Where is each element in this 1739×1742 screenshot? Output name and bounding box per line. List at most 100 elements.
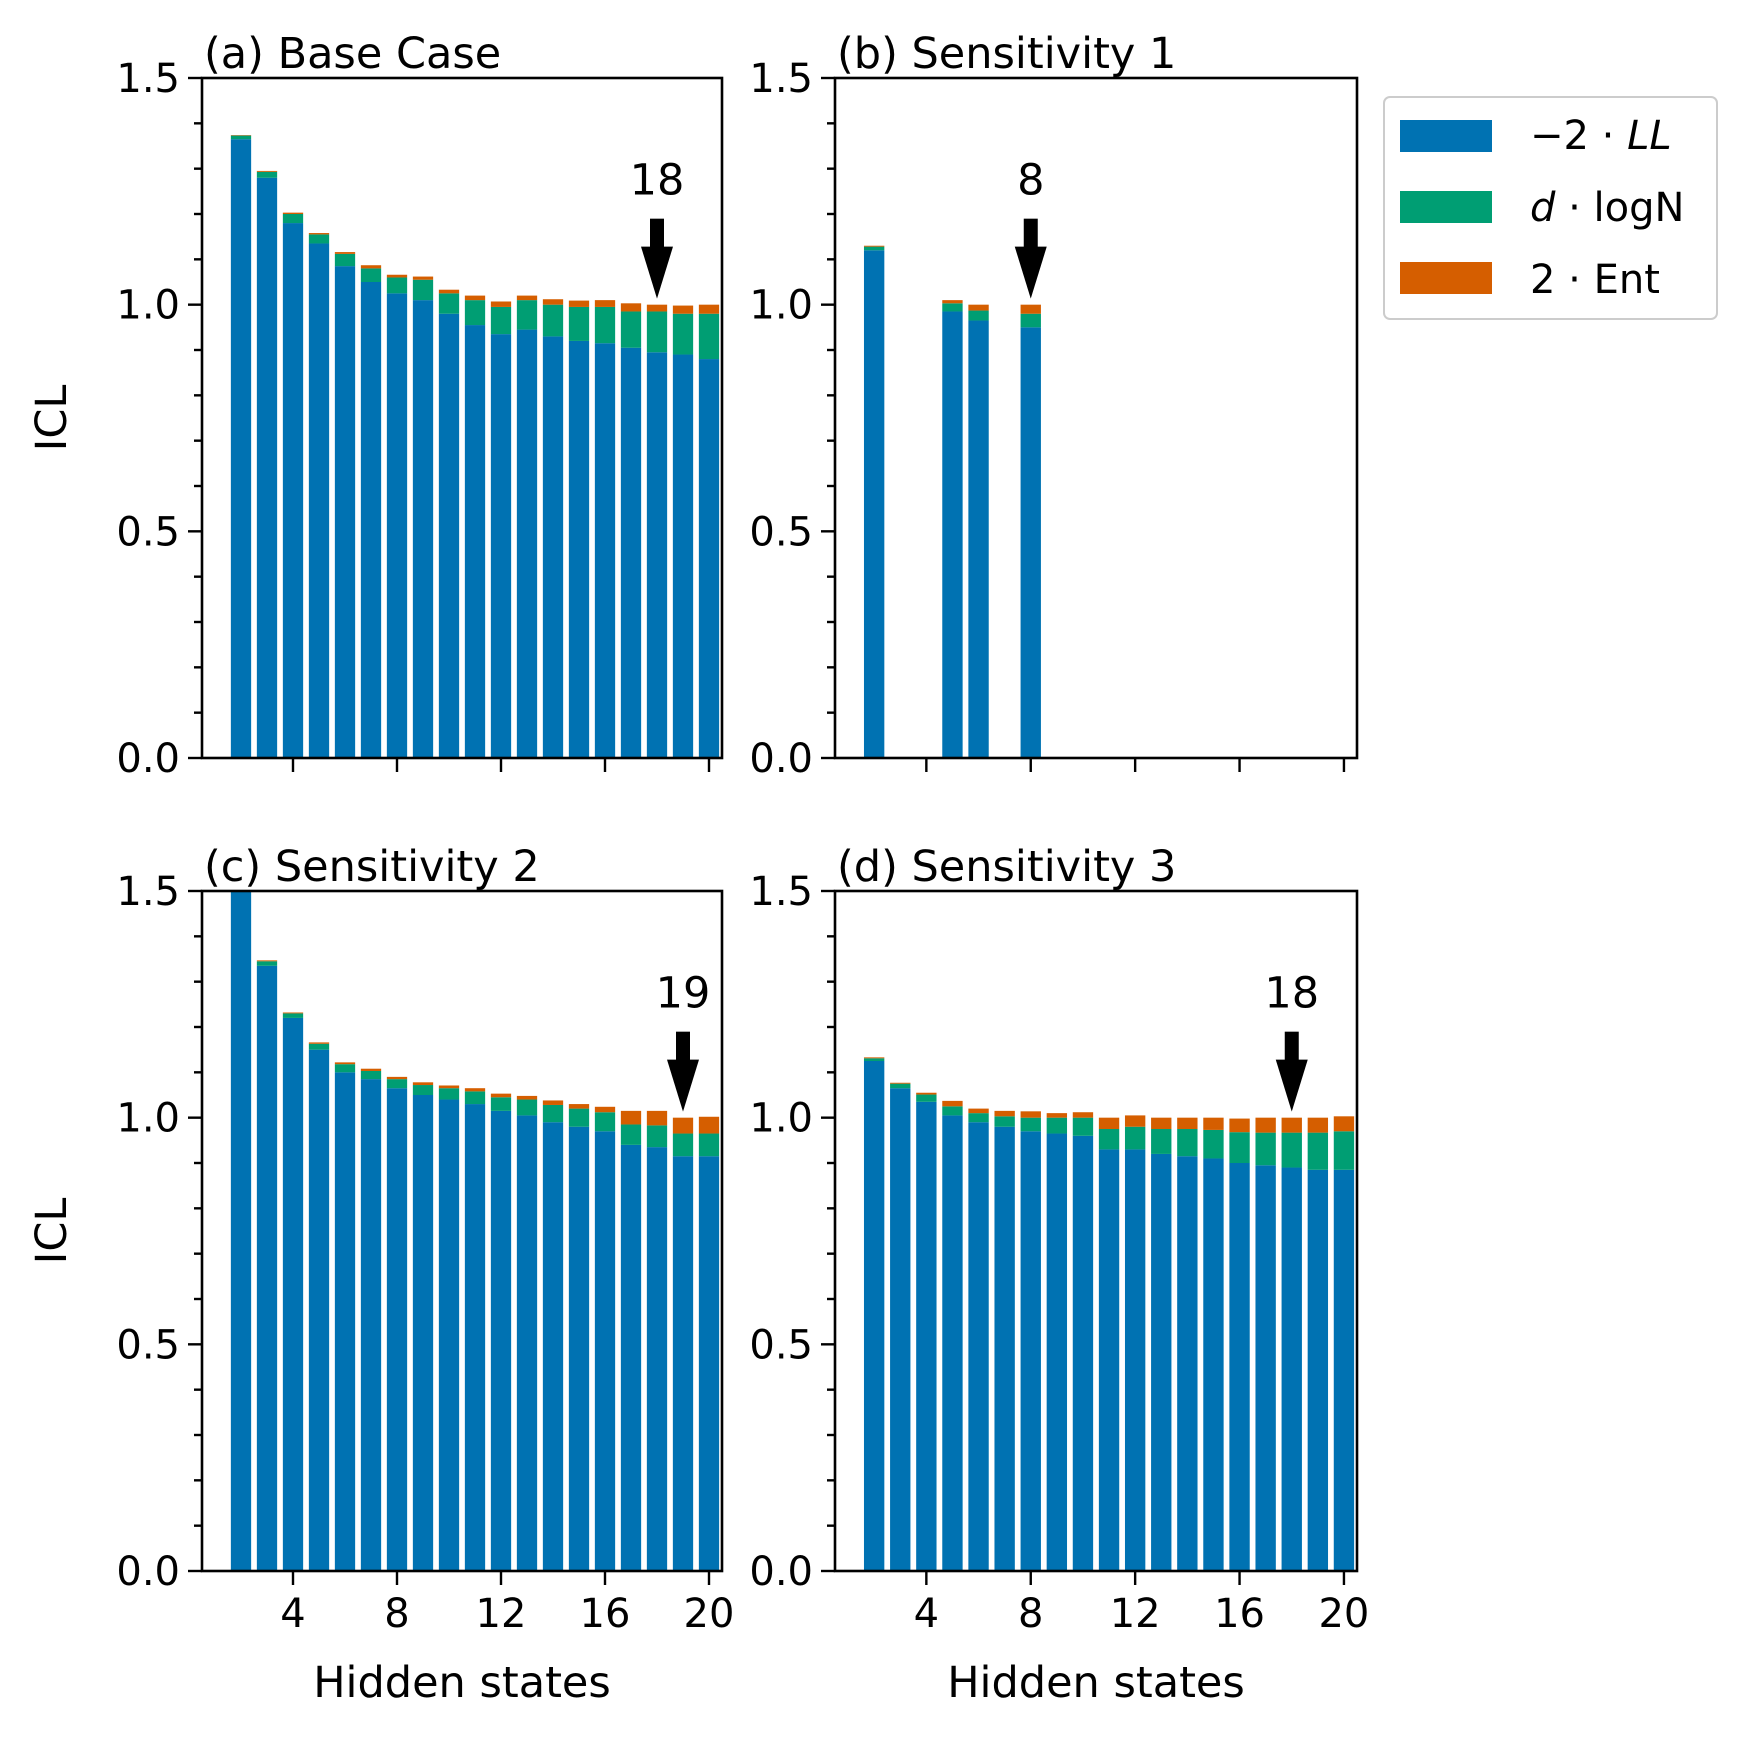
bar-segment	[890, 1083, 911, 1089]
bar-segment	[568, 1108, 590, 1127]
bar-segment	[968, 320, 989, 758]
bar-segment	[1229, 1132, 1250, 1163]
bar-segment	[542, 299, 564, 305]
bar-segment	[1020, 304, 1041, 314]
bar-segment	[438, 293, 460, 314]
bar-segment	[594, 1112, 616, 1132]
bar-segment	[516, 1115, 538, 1571]
bar-segment	[282, 212, 304, 214]
x-tick-label: 4	[914, 1591, 939, 1637]
legend-label-ent: 2 · Ent	[1530, 257, 1660, 303]
bar-segment	[1098, 1149, 1120, 1571]
bar-segment	[620, 1110, 642, 1125]
bar-segment	[1151, 1129, 1172, 1154]
bar-segment	[698, 313, 720, 360]
bar-segment	[863, 1058, 885, 1061]
bar-segment	[230, 135, 252, 140]
chart-panel: 0.0 0.5 1.0 1.5 (b) Sensitivity 1 8	[749, 29, 1359, 782]
panel-title: (b) Sensitivity 1	[837, 29, 1176, 79]
annotation-label: 18	[1264, 969, 1319, 1019]
y-tick-label: 1.5	[116, 869, 180, 915]
bar-segment	[698, 1133, 720, 1157]
x-tick-label: 8	[1018, 1591, 1043, 1637]
bar-segment	[890, 1088, 911, 1571]
bar-segment	[516, 300, 538, 330]
bar-segment	[994, 1110, 1015, 1117]
bar-segment	[890, 1082, 911, 1084]
bar-segment	[620, 347, 642, 758]
bar-segment	[594, 300, 616, 307]
bar-segment	[386, 1079, 408, 1089]
annotation-arrow-shaft	[1023, 218, 1038, 249]
bar-segment	[942, 1100, 963, 1107]
bar-segment	[412, 276, 434, 280]
bar-segment	[1307, 1117, 1329, 1133]
y-tick-label: 1.5	[749, 869, 813, 915]
axes-frame	[833, 76, 1359, 760]
bar-segment	[1281, 1132, 1302, 1168]
bar-segment	[942, 1106, 963, 1116]
bar-segment	[863, 245, 885, 247]
annotation-arrow-shaft	[650, 218, 664, 249]
bar-segment	[282, 1012, 304, 1014]
bar-segment	[334, 252, 356, 254]
y-axis-label: ICL	[27, 385, 77, 452]
bar-segment	[386, 1088, 408, 1571]
x-tick-label: 16	[580, 1591, 631, 1637]
bar-segment	[1020, 327, 1041, 758]
bar-segment	[646, 1125, 668, 1148]
bar-segment	[942, 300, 963, 304]
bar-segment	[568, 1104, 590, 1109]
bar-segment	[994, 1116, 1015, 1127]
y-tick-label: 0.0	[749, 1549, 813, 1595]
bar-segment	[542, 1122, 564, 1571]
bar-segment	[334, 1072, 356, 1571]
bar-segment	[568, 1126, 590, 1571]
axes-frame	[200, 889, 724, 1573]
bar-segment	[646, 1110, 668, 1126]
legend-swatch-neg2ll	[1400, 120, 1492, 152]
bar-segment	[412, 1082, 434, 1086]
bar-segment	[360, 265, 382, 269]
bar-segment	[1177, 1156, 1198, 1571]
bar-segment	[386, 1076, 408, 1080]
bar-segment	[1307, 1169, 1329, 1571]
bar-segment	[1333, 1116, 1355, 1132]
bar-segment	[490, 301, 512, 307]
bar-segment	[542, 336, 564, 758]
bar-segment	[698, 1116, 720, 1134]
bar-segment	[464, 325, 486, 758]
bar-segment	[568, 340, 590, 758]
bar-segment	[863, 246, 885, 251]
x-tick-label: 8	[384, 1591, 409, 1637]
x-tick-label: 12	[476, 1591, 527, 1637]
bar-segment	[672, 313, 694, 355]
bar-segment	[1072, 1117, 1094, 1136]
chart-panel: 0.0 0.5 1.0 1.5 4 8 12 16 20 (c) Sensitivity 2 ICL…	[27, 842, 734, 1708]
bar-segment	[360, 282, 382, 758]
bar-segment	[968, 310, 989, 321]
annotation-arrow-shaft	[676, 1031, 690, 1062]
bar-segment	[360, 1070, 382, 1080]
bar-segment	[1151, 1117, 1172, 1129]
x-tick-label: 4	[280, 1591, 305, 1637]
bar-segment	[568, 306, 590, 341]
y-tick-label: 0.5	[116, 509, 180, 555]
legend-label-dlogn: d · logN	[1530, 185, 1684, 231]
y-tick-label: 1.5	[749, 56, 813, 102]
bar-segment	[863, 1057, 885, 1059]
bar-segment	[968, 1108, 989, 1114]
bar-segment	[490, 334, 512, 758]
bar-segment	[308, 1049, 330, 1571]
bar-segment	[360, 268, 382, 282]
bar-segment	[1255, 1132, 1276, 1166]
bar-segment	[256, 177, 278, 759]
bar-segment	[412, 279, 434, 301]
bar-segment	[916, 1094, 937, 1102]
bar-segment	[1072, 1112, 1094, 1118]
x-axis-label: Hidden states	[313, 1658, 611, 1708]
y-tick-label: 1.0	[116, 283, 180, 329]
bar-segment	[1203, 1117, 1224, 1130]
bar-segment	[256, 965, 278, 1571]
